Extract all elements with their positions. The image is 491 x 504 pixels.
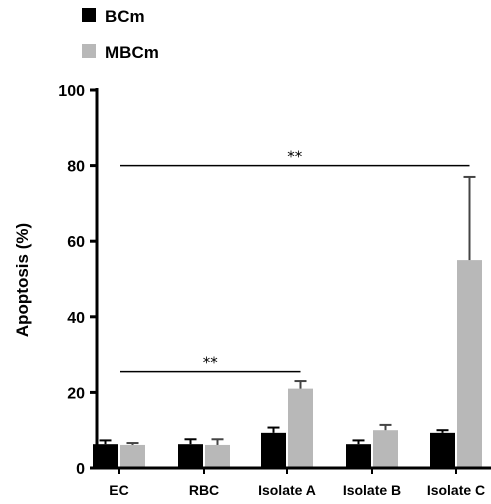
x-tick-label: Isolate B: [343, 482, 401, 498]
bars-group: [93, 260, 482, 468]
y-tick-label: 0: [76, 461, 85, 478]
legend-label-bcm: BCm: [105, 7, 145, 26]
bar-bcm: [93, 444, 118, 468]
legend: BCm MBCm: [82, 7, 159, 62]
bar-mbcm: [457, 260, 482, 468]
y-tick-label: 40: [67, 310, 85, 327]
bar-bcm: [346, 444, 371, 468]
bar-mbcm: [373, 430, 398, 468]
y-tick-label: 60: [67, 234, 85, 251]
bar-mbcm: [205, 444, 230, 468]
error-bars-group: [99, 175, 476, 445]
y-tick-label: 100: [58, 83, 85, 100]
bar-bcm: [178, 444, 203, 468]
x-tick-label: Isolate C: [427, 482, 485, 498]
legend-swatch-bcm: [82, 8, 96, 22]
bar-bcm: [261, 432, 286, 468]
y-axis-label: Apoptosis (%): [13, 223, 32, 337]
legend-swatch-mbcm: [82, 44, 96, 58]
x-tick-label: RBC: [189, 482, 219, 498]
x-tick-label: EC: [109, 482, 128, 498]
bar-mbcm: [120, 444, 145, 468]
legend-label-mbcm: MBCm: [105, 43, 159, 62]
significance-group: ** **: [120, 148, 470, 373]
y-tick-label: 20: [67, 385, 85, 402]
bar-bcm: [430, 432, 455, 468]
y-tick-label: 80: [67, 159, 85, 176]
axes-group: 0 20 40 60 80 100 EC RBC Isolate A Isolate B Isola…: [58, 83, 491, 498]
bar-mbcm: [288, 388, 313, 468]
significance-label: **: [203, 354, 219, 372]
significance-label: **: [287, 148, 303, 166]
x-tick-label: Isolate A: [258, 482, 316, 498]
